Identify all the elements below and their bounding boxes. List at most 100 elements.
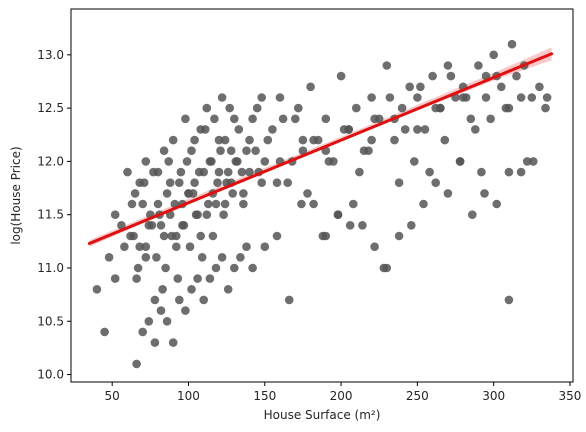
scatter-point <box>367 93 376 102</box>
scatter-point <box>223 285 233 294</box>
scatter-point <box>210 114 219 124</box>
scatter-point <box>156 306 166 315</box>
scatter-point <box>236 252 245 262</box>
scatter-point <box>123 167 132 177</box>
scatter-point <box>516 167 526 177</box>
scatter-point <box>135 242 144 251</box>
scatter-point <box>492 199 502 209</box>
scatter-point <box>252 103 262 113</box>
scatter-point <box>420 125 430 134</box>
scatter-point <box>150 295 160 305</box>
scatter-point <box>202 210 212 219</box>
scatter-point <box>197 252 207 262</box>
scatter-point <box>504 295 514 305</box>
scatter-point <box>275 93 285 102</box>
scatter-point <box>413 125 422 134</box>
scatter-point <box>199 295 208 305</box>
scatter-point <box>436 103 445 113</box>
scatter-point <box>141 252 151 262</box>
scatter-point <box>147 221 157 230</box>
scatter-point <box>522 157 532 166</box>
scatter-point <box>127 199 137 209</box>
scatter-point <box>309 135 318 145</box>
scatter-point <box>542 93 552 102</box>
scatter-point <box>242 242 251 251</box>
scatter-point <box>164 157 173 166</box>
scatter-point <box>204 199 213 209</box>
scatter-point <box>397 103 407 113</box>
scatter-point <box>211 263 221 273</box>
scatter-point <box>428 71 437 81</box>
y-tick-label: 12.0 <box>37 154 64 168</box>
scatter-point <box>251 146 260 155</box>
scatter-point <box>237 167 247 177</box>
scatter-point <box>168 338 178 347</box>
scatter-point <box>165 178 175 187</box>
scatter-point <box>220 199 230 209</box>
x-tick-label: 100 <box>177 389 200 403</box>
scatter-point <box>226 146 236 155</box>
scatter-point <box>407 221 416 230</box>
y-tick-label: 11.0 <box>37 261 64 275</box>
scatter-point <box>104 252 114 262</box>
scatter-point <box>272 231 282 241</box>
x-axis-label: House Surface (m²) <box>264 408 381 422</box>
scatter-point <box>345 221 355 230</box>
scatter-point <box>410 157 419 166</box>
scatter-point <box>385 93 395 102</box>
scatter-point <box>175 178 184 187</box>
scatter-point <box>400 125 410 134</box>
scatter-point <box>535 82 544 92</box>
x-axis: 50 100 150 200 250 300 350 <box>105 382 581 403</box>
scatter-point <box>507 39 517 49</box>
scatter-point <box>497 82 506 92</box>
scatter-point <box>132 274 141 283</box>
scatter-point <box>193 274 202 283</box>
plot-frame <box>70 8 574 383</box>
scatter-point <box>133 263 143 273</box>
scatter-point <box>443 189 453 198</box>
y-tick-label: 10.0 <box>37 368 64 382</box>
scatter-point <box>382 61 392 70</box>
scatter-point <box>446 71 456 81</box>
scatter-point <box>144 317 154 326</box>
scatter-point <box>162 317 172 326</box>
scatter-point <box>298 146 308 155</box>
scatter-point <box>272 178 282 187</box>
scatter-point <box>120 242 129 251</box>
scatter-point <box>501 103 511 113</box>
scatter-point <box>416 82 425 92</box>
scatter-point <box>208 231 218 241</box>
scatter-point <box>367 135 376 145</box>
scatter-point <box>466 114 476 124</box>
scatter-point <box>92 285 102 294</box>
scatter-point <box>239 189 248 198</box>
scatter-point <box>184 189 193 198</box>
scatter-point <box>458 93 468 102</box>
scatter-point <box>181 306 190 315</box>
scatter-point <box>245 167 254 177</box>
scatter-point <box>196 231 205 241</box>
y-tick-label: 10.5 <box>37 314 64 328</box>
scatter-point <box>248 114 257 124</box>
scatter-point <box>344 125 354 134</box>
scatter-point <box>512 71 521 81</box>
scatter-point <box>223 167 233 177</box>
scatter-point <box>297 199 306 209</box>
scatter-point <box>333 210 343 219</box>
scatter-point <box>352 103 361 113</box>
scatter-point <box>504 167 514 177</box>
x-tick-label: 350 <box>558 389 581 403</box>
scatter-point <box>217 93 227 102</box>
scatter-point <box>527 93 537 102</box>
scatter-point <box>309 199 318 209</box>
scatter-point <box>159 146 169 155</box>
scatter-point <box>185 242 195 251</box>
scatter-point <box>130 189 140 198</box>
scatter-point <box>480 189 489 198</box>
scatter-point <box>100 327 109 337</box>
scatter-point <box>431 178 441 187</box>
scatter-point <box>138 199 147 209</box>
scatter-point <box>216 146 225 155</box>
scatter-point <box>193 210 202 219</box>
